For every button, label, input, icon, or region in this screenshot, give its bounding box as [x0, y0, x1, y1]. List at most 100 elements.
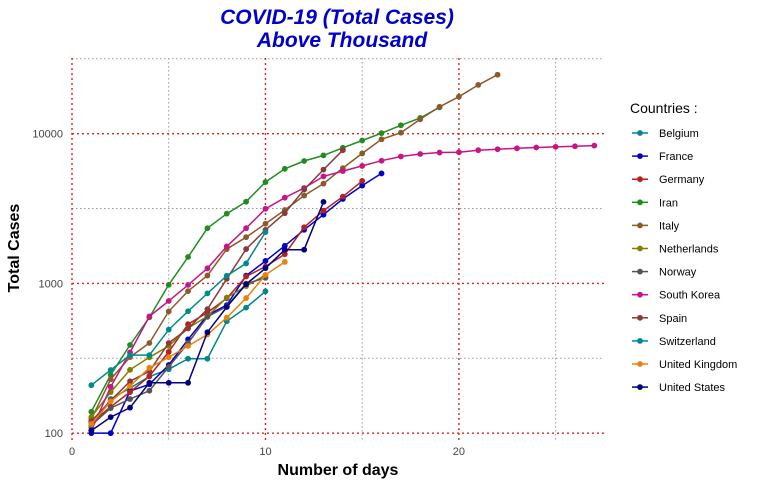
- data-point-united-kingdom: [243, 295, 250, 301]
- data-point-south-korea: [281, 194, 288, 201]
- data-point-iran: [301, 158, 308, 164]
- data-point-spain: [165, 340, 172, 346]
- data-point-iran: [185, 254, 191, 260]
- y-tick-label: 10000: [32, 129, 63, 141]
- data-point-germany: [320, 207, 327, 214]
- data-point-germany: [359, 177, 366, 184]
- data-point-south-korea: [359, 163, 366, 169]
- legend-swatch-marker: [637, 314, 643, 321]
- data-point-spain: [204, 306, 211, 313]
- data-point-italy: [243, 234, 250, 241]
- data-point-norway: [127, 396, 133, 402]
- legend-item-united-kingdom: United Kingdom: [632, 359, 737, 371]
- data-point-spain: [127, 378, 133, 385]
- data-point-united-states: [243, 281, 250, 288]
- data-point-spain: [339, 147, 346, 154]
- data-point-italy: [456, 93, 462, 100]
- legend-label: France: [659, 151, 693, 163]
- x-axis-title: Number of days: [278, 462, 399, 479]
- series-layer: [88, 71, 598, 437]
- series-line-france: [91, 172, 382, 434]
- legend-swatch-marker: [637, 361, 643, 367]
- legend-swatch-marker: [637, 291, 643, 298]
- data-point-norway: [107, 405, 114, 411]
- data-point-south-korea: [223, 243, 230, 250]
- data-point-iran: [127, 342, 133, 348]
- legend-title: Countries :: [630, 100, 698, 116]
- series-line-spain: [90, 149, 344, 422]
- legend-label: Belgium: [659, 128, 699, 140]
- data-point-france: [320, 211, 327, 218]
- data-point-south-korea: [107, 383, 114, 390]
- series-line-switzerland: [90, 231, 267, 386]
- legend-label: Iran: [659, 197, 678, 209]
- data-point-norway: [204, 313, 211, 320]
- data-point-south-korea: [417, 151, 424, 157]
- data-point-germany: [339, 193, 346, 200]
- data-point-iran: [243, 198, 250, 205]
- legend-item-norway: Norway: [632, 267, 697, 279]
- data-point-united-kingdom: [107, 398, 114, 405]
- data-point-united-states: [127, 404, 133, 411]
- data-point-south-korea: [533, 144, 540, 151]
- series-south-korea: [88, 142, 598, 434]
- data-point-united-states: [204, 329, 211, 336]
- data-point-belgium: [204, 355, 211, 362]
- legend-label: Spain: [659, 313, 687, 325]
- data-point-spain: [281, 210, 288, 217]
- data-point-belgium: [243, 304, 250, 311]
- tick-labels: 0 10 20 100 1000 10000: [32, 129, 465, 458]
- data-point-italy: [417, 116, 424, 123]
- legend-label: Norway: [659, 267, 697, 279]
- data-point-south-korea: [185, 282, 191, 288]
- data-point-united-states: [88, 427, 95, 434]
- data-point-south-korea: [243, 225, 250, 232]
- data-point-france: [262, 258, 269, 264]
- data-point-italy: [378, 136, 385, 143]
- data-point-united-states: [281, 246, 288, 253]
- data-point-germany: [127, 389, 133, 395]
- legend: Countries : Belgium France Germany Iran Ital…: [630, 100, 737, 394]
- data-point-united-kingdom: [262, 271, 269, 278]
- data-point-belgium: [185, 355, 191, 362]
- series-switzerland: [88, 229, 269, 389]
- legend-swatch-marker: [637, 199, 643, 206]
- data-point-south-korea: [165, 298, 172, 304]
- chart-title-line-1: COVID-19 (Total Cases): [220, 6, 454, 29]
- data-point-italy: [301, 192, 308, 199]
- data-point-norway: [146, 387, 153, 394]
- data-point-united-states: [165, 379, 172, 386]
- data-point-united-states: [223, 304, 230, 310]
- data-point-iran: [165, 281, 172, 288]
- data-point-switzerland: [262, 229, 269, 236]
- data-point-south-korea: [436, 149, 443, 156]
- data-point-italy: [185, 288, 191, 295]
- data-point-iran: [107, 371, 114, 378]
- data-point-iran: [88, 408, 95, 415]
- x-tick-label: 10: [259, 446, 271, 458]
- data-point-south-korea: [572, 143, 578, 150]
- data-point-germany: [146, 373, 153, 380]
- data-point-spain: [185, 325, 191, 332]
- data-point-south-korea: [397, 153, 404, 160]
- data-point-united-states: [262, 265, 269, 272]
- data-point-iran: [223, 210, 230, 217]
- data-point-italy: [146, 340, 153, 346]
- legend-swatch-marker: [637, 268, 643, 275]
- data-point-south-korea: [591, 142, 598, 149]
- data-point-netherlands: [127, 366, 133, 373]
- data-point-italy: [475, 82, 482, 88]
- y-tick-label: 100: [45, 428, 63, 440]
- data-point-italy: [262, 220, 269, 227]
- data-point-iran: [262, 179, 269, 186]
- data-point-iran: [378, 130, 385, 137]
- series-line-belgium: [90, 290, 266, 428]
- series-belgium: [88, 288, 269, 431]
- legend-swatch-marker: [637, 245, 643, 252]
- series-line-netherlands: [90, 274, 266, 418]
- data-point-germany: [301, 224, 308, 231]
- data-point-switzerland: [146, 352, 153, 359]
- data-point-south-korea: [339, 168, 346, 175]
- data-point-united-kingdom: [165, 354, 172, 361]
